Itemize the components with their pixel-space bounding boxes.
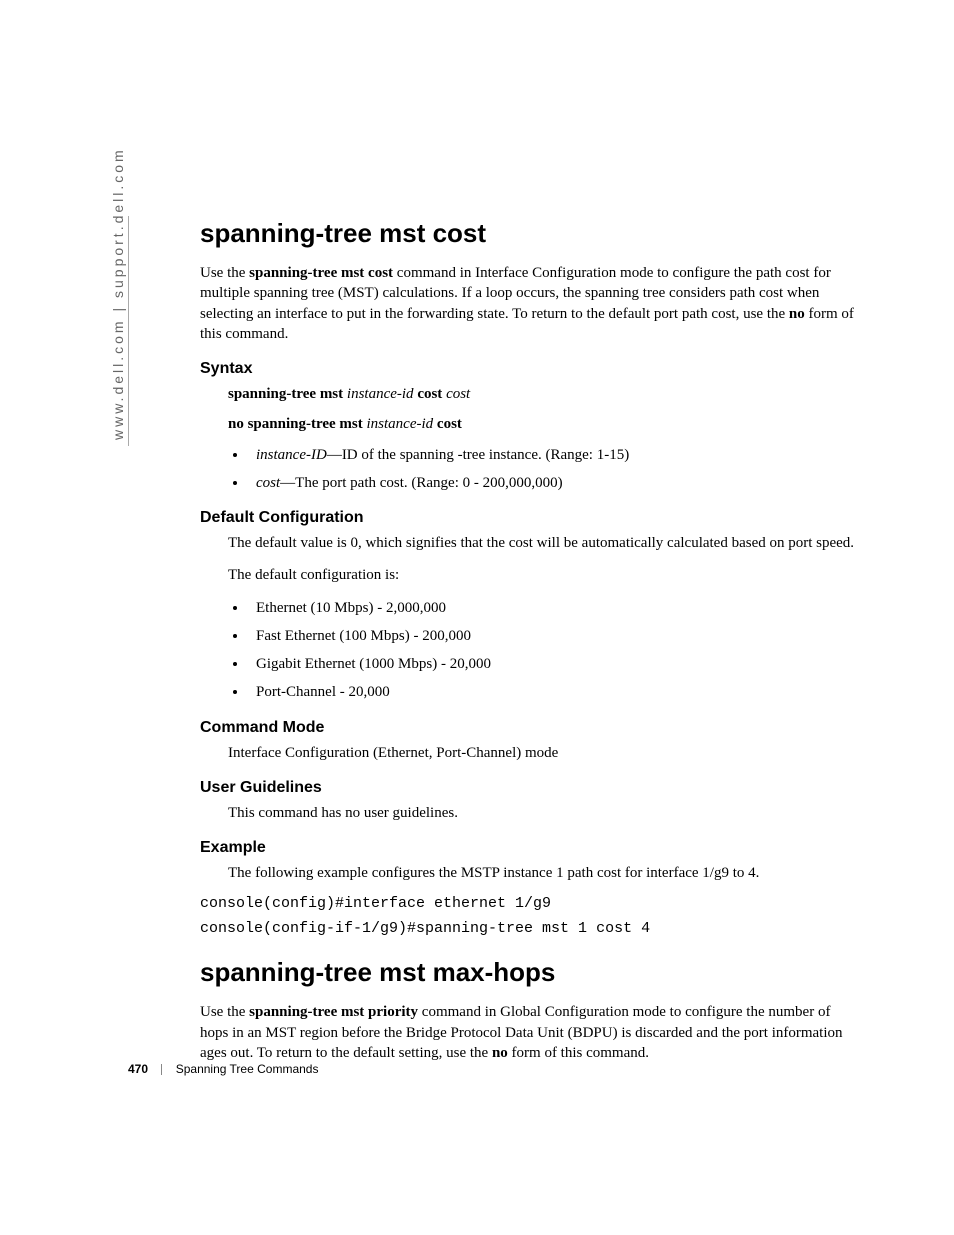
text: form of this command.	[508, 1045, 649, 1061]
list-item: instance-ID—ID of the spanning -tree ins…	[248, 445, 855, 465]
section2-title: spanning-tree mst max-hops	[200, 957, 855, 988]
defconf-heading: Default Configuration	[200, 509, 855, 527]
param-term: instance-ID	[256, 447, 327, 463]
example-text: The following example configures the MST…	[228, 863, 855, 883]
section1-title: spanning-tree mst cost	[200, 218, 855, 249]
no-keyword: no	[789, 306, 805, 322]
syntax-param: instance-id	[347, 386, 414, 402]
param-desc: —ID of the spanning -tree instance. (Ran…	[327, 447, 629, 463]
list-item: Gigabit Ethernet (1000 Mbps) - 20,000	[248, 654, 855, 674]
section2-intro: Use the spanning-tree mst priority comma…	[200, 1002, 855, 1063]
page-number: 470	[128, 1062, 148, 1076]
defconf-p1: The default value is 0, which signifies …	[228, 533, 855, 553]
example-code-1: console(config)#interface ethernet 1/g9	[200, 895, 855, 912]
syntax-keyword: cost	[414, 386, 447, 402]
example-code-2: console(config-if-1/g9)#spanning-tree ms…	[200, 920, 855, 937]
list-item: Ethernet (10 Mbps) - 2,000,000	[248, 598, 855, 618]
cmdmode-text: Interface Configuration (Ethernet, Port-…	[228, 743, 855, 763]
section1-intro: Use the spanning-tree mst cost command i…	[200, 263, 855, 344]
sidebar-url: www.dell.com | support.dell.com	[110, 147, 126, 440]
syntax-param: cost	[446, 386, 470, 402]
defconf-p2: The default configuration is:	[228, 565, 855, 585]
syntax-line-2: no spanning-tree mst instance-id cost	[228, 414, 855, 434]
syntax-keyword: spanning-tree mst	[228, 386, 347, 402]
list-item: cost—The port path cost. (Range: 0 - 200…	[248, 473, 855, 493]
defconf-bullets: Ethernet (10 Mbps) - 2,000,000 Fast Ethe…	[200, 598, 855, 703]
param-desc: —The port path cost. (Range: 0 - 200,000…	[280, 475, 562, 491]
cmdmode-heading: Command Mode	[200, 719, 855, 737]
chapter-title: Spanning Tree Commands	[176, 1062, 319, 1076]
list-item: Port-Channel - 20,000	[248, 682, 855, 702]
syntax-param: instance-id	[367, 416, 434, 432]
syntax-keyword: cost	[433, 416, 462, 432]
param-term: cost	[256, 475, 280, 491]
userguide-text: This command has no user guidelines.	[228, 803, 855, 823]
page-content: spanning-tree mst cost Use the spanning-…	[200, 218, 855, 1075]
text: Use the	[200, 1004, 249, 1020]
page-footer: 470 Spanning Tree Commands	[128, 1062, 318, 1076]
footer-divider	[161, 1064, 162, 1075]
syntax-heading: Syntax	[200, 360, 855, 378]
example-heading: Example	[200, 839, 855, 857]
sidebar-divider	[128, 216, 129, 446]
syntax-bullets: instance-ID—ID of the spanning -tree ins…	[200, 445, 855, 494]
text: Use the	[200, 265, 249, 281]
syntax-line-1: spanning-tree mst instance-id cost cost	[228, 384, 855, 404]
no-keyword: no	[492, 1045, 508, 1061]
syntax-keyword: no spanning-tree mst	[228, 416, 367, 432]
command-name: spanning-tree mst cost	[249, 265, 393, 281]
userguide-heading: User Guidelines	[200, 779, 855, 797]
command-name: spanning-tree mst priority	[249, 1004, 418, 1020]
list-item: Fast Ethernet (100 Mbps) - 200,000	[248, 626, 855, 646]
